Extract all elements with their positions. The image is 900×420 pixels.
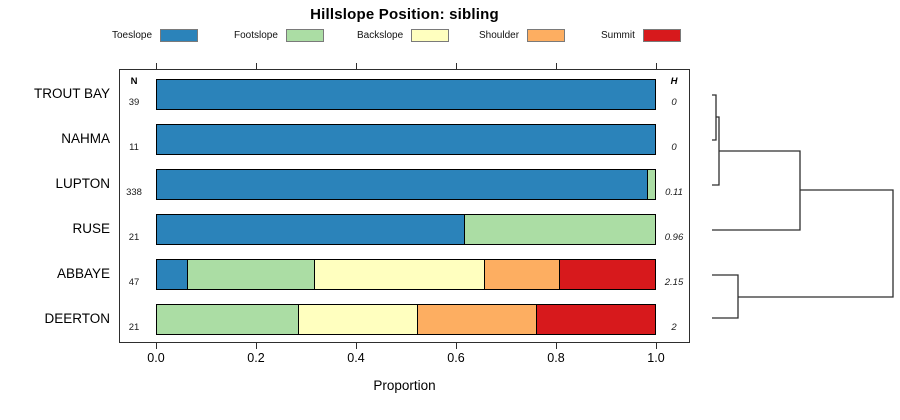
x-tick-top (556, 63, 558, 69)
legend-item: Shoulder (479, 27, 566, 43)
legend-swatch-toeslope (160, 28, 199, 42)
y-axis-label: DEERTON (44, 311, 110, 326)
bar-segment-footslope (647, 169, 656, 200)
x-tick (156, 343, 158, 349)
n-value: 21 (128, 322, 140, 333)
bar-row (156, 124, 656, 155)
n-value: 11 (129, 142, 139, 153)
h-value: 2 (671, 322, 677, 333)
x-tick-label: 0.4 (347, 351, 365, 365)
n-value: 39 (128, 97, 140, 108)
legend-item: Summit (601, 27, 681, 43)
bar-row (156, 169, 656, 200)
x-tick (356, 343, 358, 349)
legend-item: Toeslope (112, 27, 199, 43)
n-column-header: N (130, 76, 138, 87)
x-tick-label: 0.2 (247, 351, 265, 365)
legend-swatch-backslope (411, 28, 450, 42)
x-tick (556, 343, 558, 349)
x-tick (256, 343, 258, 349)
x-tick-top (256, 63, 258, 69)
plot-box (119, 69, 690, 343)
y-axis-label: ABBAYE (56, 266, 110, 281)
x-tick-top (356, 63, 358, 69)
y-axis-label: LUPTON (55, 176, 110, 191)
bar-segment-summit (535, 304, 656, 335)
x-tick (456, 343, 458, 349)
h-value: 0.11 (665, 187, 683, 198)
n-value: 21 (128, 232, 140, 243)
dendrogram-link (738, 189, 894, 298)
h-value: 0 (671, 97, 677, 108)
x-tick-label: 1.0 (647, 351, 665, 365)
bar-segment-toeslope (156, 79, 656, 110)
bar-segment-footslope (464, 214, 656, 245)
x-tick-label: 0.8 (547, 351, 565, 365)
dendrogram-link (712, 94, 717, 141)
y-axis-label: NAHMA (61, 131, 110, 146)
bar-segment-toeslope (156, 214, 466, 245)
legend-item: Backslope (357, 27, 450, 43)
bar-segment-toeslope (156, 169, 649, 200)
x-tick-top (156, 63, 158, 69)
dendrogram-link (712, 274, 739, 319)
legend-swatch-shoulder (527, 28, 566, 42)
legend-label: Backslope (357, 29, 404, 41)
legend-label: Toeslope (112, 29, 153, 41)
bar-row (156, 79, 656, 110)
legend-swatch-summit (642, 28, 681, 42)
bar-segment-summit (558, 259, 656, 290)
h-value: 2.15 (664, 277, 684, 288)
legend-item: Footslope (234, 27, 324, 43)
x-tick-label: 0.6 (447, 351, 465, 365)
n-value: 47 (128, 277, 140, 288)
bar-segment-backslope (314, 259, 486, 290)
bar-segment-footslope (156, 304, 299, 335)
bar-segment-footslope (186, 259, 316, 290)
h-value: 0.96 (664, 232, 684, 243)
legend-label: Footslope (234, 29, 278, 41)
bar-segment-toeslope (156, 124, 656, 155)
bar-segment-shoulder (416, 304, 537, 335)
bar-segment-backslope (297, 304, 418, 335)
bar-row (156, 214, 656, 245)
bar-segment-toeslope (156, 259, 188, 290)
x-tick-top (456, 63, 458, 69)
n-value: 338 (126, 187, 142, 198)
legend-label: Shoulder (479, 29, 520, 41)
bar-row (156, 259, 656, 290)
chart-title: Hillslope Position: sibling (310, 6, 499, 23)
y-axis-label: TROUT BAY (33, 86, 110, 101)
h-value: 0 (671, 142, 677, 153)
bar-segment-shoulder (484, 259, 560, 290)
x-tick-label: 0.0 (147, 351, 165, 365)
bar-row (156, 304, 656, 335)
x-axis-title: Proportion (373, 378, 436, 393)
x-tick-top (656, 63, 658, 69)
h-column-header: H (670, 76, 678, 87)
y-axis-label: RUSE (72, 221, 110, 236)
dendrogram-link (712, 150, 801, 231)
legend-swatch-footslope (285, 28, 324, 42)
dendrogram-link (712, 116, 720, 186)
x-tick (656, 343, 658, 349)
legend-label: Summit (601, 29, 635, 41)
